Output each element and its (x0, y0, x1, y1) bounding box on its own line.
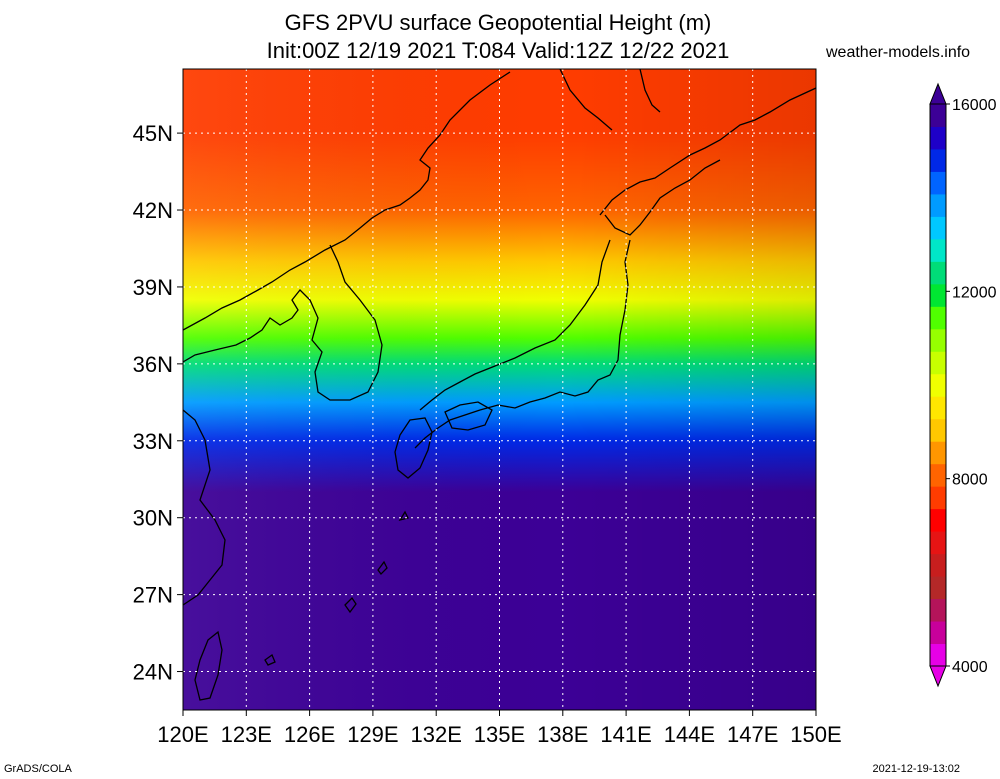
colorbar-swatch (930, 104, 946, 127)
x-tick-label: 138E (537, 722, 588, 747)
colorbar-swatch (930, 508, 946, 532)
colorbar-swatch (930, 238, 946, 262)
map-grid (183, 69, 816, 710)
x-tick-label: 141E (600, 722, 651, 747)
colorbar-swatch (930, 531, 946, 555)
x-tick-label: 132E (411, 722, 462, 747)
colorbar-swatch (930, 418, 946, 442)
colorbar-swatch (930, 171, 946, 195)
x-tick-label: 126E (284, 722, 335, 747)
colorbar-swatch (930, 553, 946, 577)
y-axis: 45N 42N 39N 36N 33N 30N 27N 24N (133, 121, 183, 685)
y-tick-label: 36N (133, 352, 173, 377)
colorbar-swatch (930, 396, 946, 420)
x-tick-label: 150E (790, 722, 841, 747)
footer-timestamp: 2021-12-19-13:02 (872, 763, 960, 775)
colorbar-frame (929, 103, 947, 667)
x-tick-label: 144E (664, 722, 715, 747)
x-axis: 120E 123E 126E 129E 132E 135E 138E 141E 144E 147E… (157, 710, 842, 747)
colorbar: 16000 12000 8000 4000 (929, 82, 997, 688)
y-tick-label: 30N (133, 506, 173, 531)
footer-grads: GrADS/COLA (4, 763, 72, 775)
colorbar-min-triangle (929, 665, 947, 688)
colorbar-swatch (930, 351, 946, 375)
colorbar-swatch (930, 643, 946, 667)
colorbar-label: 16000 (952, 97, 997, 114)
colorbar-max-triangle (929, 82, 947, 105)
colorbar-swatch (930, 463, 946, 487)
colorbar-swatch (930, 306, 946, 330)
x-tick-label: 129E (347, 722, 398, 747)
colorbar-swatch (930, 283, 946, 307)
colorbar-swatch (930, 126, 946, 150)
y-tick-label: 42N (133, 198, 173, 223)
colorbar-swatch (930, 261, 946, 285)
y-tick-label: 39N (133, 275, 173, 300)
map-subtitle: Init:00Z 12/19 2021 T:084 Valid:12Z 12/2… (266, 38, 730, 63)
colorbar-swatch (930, 216, 946, 240)
colorbar-label: 8000 (952, 472, 988, 489)
y-tick-label: 45N (133, 121, 173, 146)
x-tick-label: 123E (221, 722, 272, 747)
colorbar-swatch (930, 148, 946, 172)
colorbar-swatch (930, 373, 946, 397)
colorbar-swatch (930, 598, 946, 622)
colorbar-swatch (930, 193, 946, 217)
colorbar-swatch (930, 621, 946, 645)
site-label: weather-models.info (826, 44, 971, 61)
colorbar-label: 12000 (952, 284, 997, 301)
x-tick-label: 147E (727, 722, 778, 747)
map-title: GFS 2PVU surface Geopotential Height (m) (284, 10, 712, 35)
coastlines (183, 69, 816, 701)
x-tick-label: 120E (157, 722, 208, 747)
colorbar-swatch (930, 441, 946, 465)
colorbar-swatch (930, 328, 946, 352)
colorbar-swatch (930, 576, 946, 600)
y-tick-label: 33N (133, 429, 173, 454)
y-tick-label: 27N (133, 583, 173, 608)
colorbar-label: 4000 (952, 659, 988, 676)
y-tick-label: 24N (133, 660, 173, 685)
colorbar-swatch (930, 486, 946, 510)
x-tick-label: 135E (474, 722, 525, 747)
